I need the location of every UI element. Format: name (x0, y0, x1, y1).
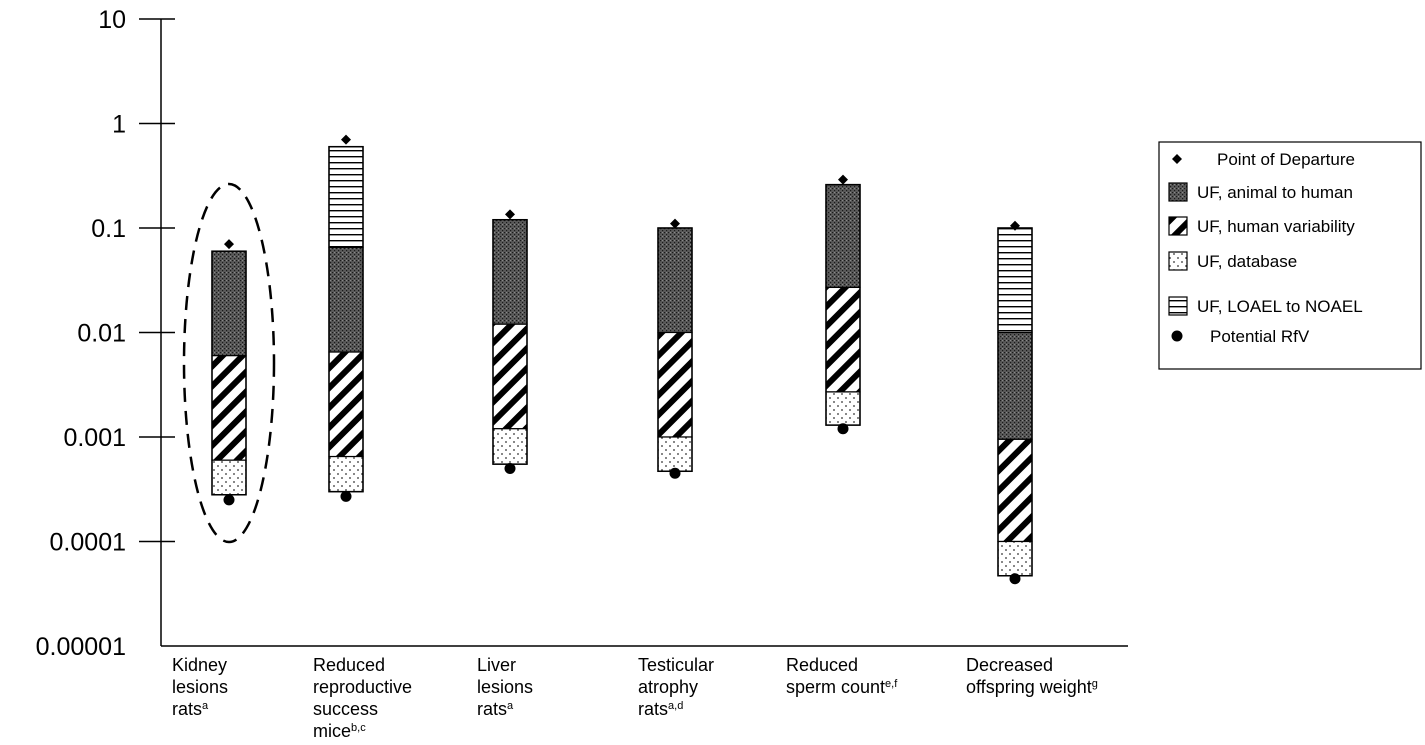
x-category-label-superscript: e,f (885, 678, 898, 690)
y-tick-label: 0.01 (77, 320, 126, 348)
x-category-label-line: Kidney (172, 655, 227, 675)
bar-segment-human (211, 355, 247, 461)
bar-segment-database (492, 428, 528, 465)
x-category-label-superscript: a,d (668, 700, 683, 712)
x-category-label: Reduced sperm counte,f (786, 655, 898, 697)
potential-rfv-marker (1009, 573, 1021, 585)
potential-rfv-marker (223, 494, 235, 506)
x-category-label: Reduced reproductive success miceb,c (313, 655, 412, 741)
legend-pod-icon (1172, 154, 1182, 164)
y-tick-label: 0.1 (91, 215, 126, 243)
bar-group (328, 134, 364, 502)
point-of-departure-marker (505, 209, 515, 220)
legend-label: UF, LOAEL to NOAEL (1197, 297, 1363, 316)
x-category-label: Testicular atrophy ratsa,d (638, 655, 714, 719)
legend-label: UF, database (1197, 252, 1297, 271)
x-category-label-line: rats (638, 699, 668, 719)
bar-segment-human (657, 331, 693, 438)
legend-label: UF, human variability (1197, 217, 1355, 236)
x-category-label-line: Reduced (313, 655, 385, 675)
x-category-label-line: rats (477, 699, 507, 719)
bar-group (657, 218, 693, 479)
legend-swatch-loael (1168, 296, 1188, 316)
x-category-label-line: offspring weight (966, 677, 1092, 697)
x-category-label: Decreased offspring weightg (966, 655, 1098, 697)
x-category-label-line: Liver (477, 655, 516, 675)
bar-segment-database (825, 391, 861, 426)
legend-swatch-animal (1168, 182, 1188, 202)
bar-segment-human (825, 286, 861, 393)
bar-segment-database (997, 540, 1033, 577)
bar-group (182, 182, 276, 544)
legend-label: Point of Departure (1217, 150, 1355, 169)
bar-segment-database (328, 455, 364, 493)
y-tick-label: 10 (98, 6, 126, 34)
x-category-label-line: Reduced (786, 655, 858, 675)
legend-swatch-human (1168, 216, 1188, 236)
axes: 10 1 0.1 0.01 0.001 0.0001 0.00001 (36, 6, 1128, 661)
legend-rfv-icon (1171, 330, 1183, 342)
bar-segment-human (997, 438, 1033, 543)
bar-segment-animal (997, 331, 1033, 440)
legend-label: UF, animal to human (1197, 183, 1353, 202)
point-of-departure-marker (838, 174, 848, 185)
point-of-departure-marker (341, 134, 351, 145)
legend-box (1158, 141, 1422, 370)
legend-swatch-database (1168, 251, 1188, 271)
bar-segment-loael (997, 227, 1033, 334)
potential-rfv-marker (504, 462, 516, 474)
bar-segment-animal (328, 246, 364, 353)
x-category-label-line: rats (172, 699, 202, 719)
y-tick-label: 0.0001 (50, 529, 126, 557)
bar-segment-animal (825, 184, 861, 289)
bars (182, 134, 1033, 585)
x-category-label-line: mice (313, 721, 351, 741)
bar-segment-database (211, 459, 247, 496)
x-category-label-superscript: g (1092, 678, 1098, 690)
potential-rfv-marker (837, 423, 849, 435)
bar-segment-loael (328, 146, 364, 249)
x-category-label-line: success (313, 699, 378, 719)
x-category-label-superscript: a (202, 700, 209, 712)
bar-group (492, 209, 528, 474)
point-of-departure-marker (670, 218, 680, 229)
bar-segment-animal (211, 250, 247, 357)
x-category-label-superscript: b,c (351, 722, 366, 734)
point-of-departure-marker (224, 239, 234, 250)
bar-segment-human (328, 351, 364, 458)
bar-segment-human (492, 323, 528, 430)
x-category-label-line: reproductive (313, 677, 412, 697)
bar-segment-animal (492, 219, 528, 325)
x-category-label-line: atrophy (638, 677, 698, 697)
bar-group (997, 220, 1033, 585)
y-tick-label: 0.001 (63, 424, 126, 452)
bar-group (825, 174, 861, 435)
x-category-label-line: Decreased (966, 655, 1053, 675)
highlight-ellipse (182, 182, 276, 544)
potential-rfv-marker (669, 467, 681, 479)
x-category-label-line: lesions (477, 677, 533, 697)
x-category-label-line: lesions (172, 677, 228, 697)
legend-label: Potential RfV (1210, 327, 1310, 346)
x-category-label: Liver lesions ratsa (477, 655, 533, 719)
bar-segment-animal (657, 227, 693, 334)
x-category-label: Kidney lesions ratsa (172, 655, 228, 719)
y-tick-label: 1 (112, 111, 126, 139)
y-tick-label: 0.00001 (36, 633, 126, 661)
legend: Point of Departure UF, animal to human UF,… (1158, 141, 1422, 370)
x-category-label-line: sperm count (786, 677, 885, 697)
bar-segment-database (657, 436, 693, 472)
x-category-label-superscript: a (507, 700, 514, 712)
point-of-departure-marker (1010, 220, 1020, 231)
x-category-label-line: Testicular (638, 655, 714, 675)
potential-rfv-marker (340, 490, 352, 502)
